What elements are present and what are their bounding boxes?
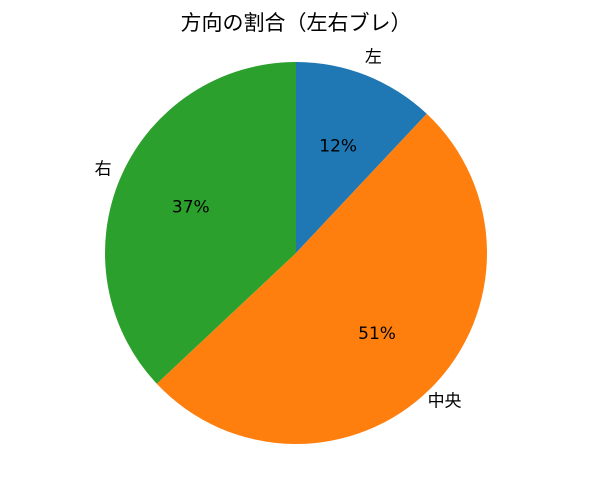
pie-slice <box>296 62 427 253</box>
slice-label: 左 <box>365 48 382 68</box>
pie-slice <box>156 113 487 444</box>
value-label: 37% <box>172 197 210 217</box>
pie-slice <box>105 62 296 384</box>
slice-label: 右 <box>95 160 112 180</box>
chart-title: 方向の割合（左右ブレ） <box>181 11 412 35</box>
value-label: 51% <box>358 324 396 344</box>
value-label: 12% <box>319 136 357 156</box>
slice-label: 中央 <box>428 392 462 412</box>
